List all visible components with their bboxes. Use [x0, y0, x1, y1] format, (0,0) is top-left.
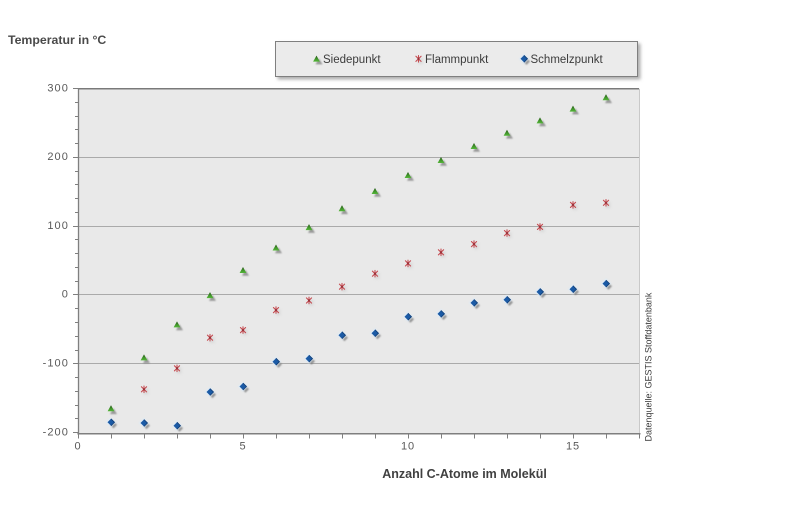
- svg-text:-200: -200: [43, 426, 69, 438]
- svg-text:Temperatur in °C: Temperatur in °C: [8, 33, 106, 47]
- svg-text:Anzahl C-Atome im Molekül: Anzahl C-Atome im Molekül: [382, 467, 547, 481]
- svg-text:5: 5: [239, 441, 246, 453]
- svg-text:0: 0: [74, 441, 81, 453]
- svg-text:Schmelzpunkt: Schmelzpunkt: [531, 54, 604, 66]
- svg-text:-100: -100: [43, 358, 69, 370]
- svg-text:Siedepunkt: Siedepunkt: [323, 54, 381, 66]
- svg-text:10: 10: [401, 441, 415, 453]
- svg-text:Flammpunkt: Flammpunkt: [425, 54, 489, 66]
- svg-text:Datenquelle: GESTIS Stoffdaten: Datenquelle: GESTIS Stoffdatenbank: [644, 292, 654, 441]
- svg-text:0: 0: [62, 289, 69, 301]
- svg-text:100: 100: [47, 220, 69, 232]
- svg-text:15: 15: [566, 441, 580, 453]
- svg-text:200: 200: [47, 151, 69, 163]
- svg-text:300: 300: [47, 82, 69, 94]
